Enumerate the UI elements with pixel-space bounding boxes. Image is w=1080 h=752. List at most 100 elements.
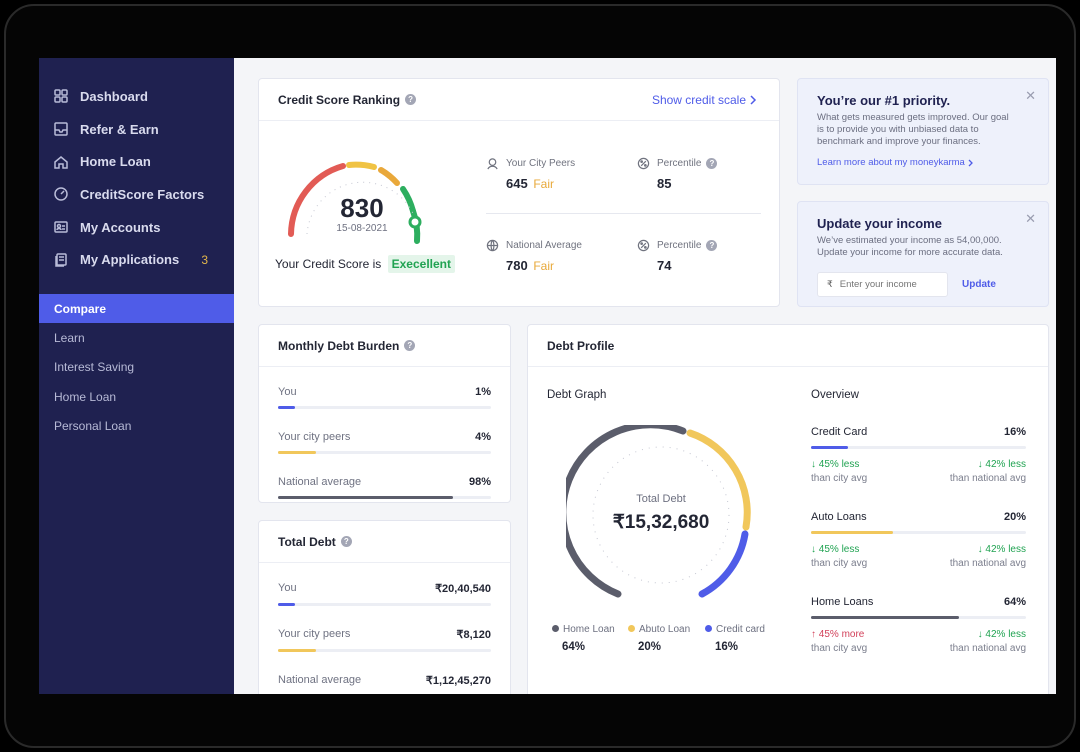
- priority-title: You’re our #1 priority.: [817, 93, 951, 108]
- id-card-icon: [53, 219, 69, 235]
- sidebar-sub-nav: Compare Learn Interest Saving Home Loan …: [39, 294, 234, 441]
- national-comparison-sub: than national avg: [949, 558, 1026, 569]
- learn-more-link[interactable]: Learn more about my moneykarma: [817, 157, 1048, 168]
- sidebar-item-creditscore-factors[interactable]: CreditScore Factors: [39, 178, 234, 211]
- city-comparison: 45% less: [818, 459, 860, 470]
- sidebar-item-my-applications[interactable]: My Applications 3: [39, 243, 234, 276]
- help-icon[interactable]: ?: [706, 158, 718, 169]
- city-peers-stat: Your City Peers 645 Fair: [486, 157, 575, 191]
- help-icon[interactable]: ?: [404, 340, 416, 351]
- rupee-icon: ₹: [827, 279, 833, 289]
- documents-icon: [53, 252, 69, 268]
- debt-profile-card: Debt Profile Debt Graph Total Debt ₹15,3…: [527, 324, 1049, 694]
- legend-percent: 64%: [562, 641, 586, 653]
- national-percentile-stat: Percentile? 74: [637, 239, 718, 273]
- help-icon[interactable]: ?: [405, 94, 417, 105]
- update-income-button[interactable]: Update: [962, 279, 996, 290]
- sidebar-item-learn[interactable]: Learn: [54, 331, 85, 346]
- sidebar-item-compare[interactable]: Compare: [39, 294, 234, 324]
- priority-card: ✕ You’re our #1 priority. What gets meas…: [797, 78, 1049, 185]
- sidebar-item-my-accounts[interactable]: My Accounts: [39, 211, 234, 244]
- sidebar-item-personal-loan[interactable]: Personal Loan: [54, 419, 132, 434]
- stat-label: Percentile: [657, 158, 702, 169]
- progress-fill: [278, 496, 453, 499]
- monthly-debt-burden-card: Monthly Debt Burden ? You 1% Your city pee…: [258, 324, 511, 503]
- sidebar-item-label: Home Loan: [80, 154, 151, 170]
- row-value: ₹8,120: [456, 629, 491, 641]
- stat-divider: [486, 213, 761, 214]
- percentile-icon: [637, 239, 650, 252]
- link-label: Learn more about my moneykarma: [817, 157, 965, 168]
- chevron-right-icon: [968, 159, 973, 166]
- city-comparison-sub: than city avg: [811, 558, 868, 569]
- help-icon[interactable]: ?: [706, 240, 718, 251]
- national-comparison: 42% less: [985, 544, 1026, 555]
- sidebar-item-refer-earn[interactable]: Refer & Earn: [39, 113, 234, 146]
- donut-segment-auto-loan: [686, 429, 751, 531]
- sidebar-item-home-loan-sub[interactable]: Home Loan: [54, 389, 117, 404]
- sidebar-item-label: My Applications: [80, 252, 180, 268]
- total-row: You ₹20,40,540: [259, 582, 510, 606]
- close-icon[interactable]: ✕: [1025, 88, 1036, 103]
- national-average-stat: National Average 780 Fair: [486, 239, 582, 273]
- row-value: ₹1,12,45,270: [425, 675, 491, 687]
- progress-track: [811, 531, 1026, 534]
- row-value: ₹20,40,540: [435, 583, 491, 595]
- progress-fill: [811, 531, 893, 534]
- monthly-row: You 1%: [259, 386, 510, 409]
- close-icon[interactable]: ✕: [1025, 211, 1036, 226]
- row-label: You: [278, 386, 297, 398]
- donut-segment-home-loan: [566, 425, 687, 598]
- total-row: Your city peers ₹8,120: [259, 628, 510, 652]
- overview-label: Auto Loans: [811, 511, 867, 523]
- row-label: You: [278, 582, 297, 594]
- caption-text: Your Credit Score is: [275, 257, 382, 271]
- legend-dot: [705, 625, 712, 632]
- legend-auto-loan: Abuto Loan 20%: [628, 624, 690, 653]
- arrow-down-icon: ↓: [977, 459, 983, 470]
- show-credit-scale-link[interactable]: Show credit scale: [652, 93, 760, 107]
- gauge-arc: [288, 161, 422, 244]
- row-label: National average: [278, 674, 362, 686]
- priority-text: What gets measured gets improved. Our go…: [817, 112, 1009, 147]
- percentile-icon: [637, 157, 650, 170]
- sidebar-item-interest-saving[interactable]: Interest Saving: [54, 360, 135, 375]
- card-header: Monthly Debt Burden ?: [259, 325, 510, 367]
- credit-score-card: Credit Score Ranking ? Show credit scale…: [258, 78, 780, 307]
- income-input[interactable]: [839, 279, 940, 290]
- sidebar-main-nav: Dashboard Refer & Earn Home Loan CreditS…: [39, 58, 234, 276]
- total-row: National average ₹1,12,45,270: [259, 674, 510, 694]
- debt-graph-label: Debt Graph: [547, 389, 607, 401]
- national-comparison: 42% less: [985, 459, 1026, 470]
- card-title: Debt Profile: [547, 338, 615, 353]
- income-field[interactable]: ₹: [817, 272, 948, 297]
- stat-label: Percentile: [657, 240, 702, 251]
- row-label: National average: [278, 476, 362, 488]
- legend-credit-card: Credit card 16%: [705, 624, 765, 653]
- overview-value: 16%: [1003, 426, 1026, 438]
- monthly-bars: You 1% Your city peers 4% National average 98…: [259, 386, 510, 499]
- legend-percent: 16%: [715, 641, 739, 653]
- sidebar-item-dashboard[interactable]: Dashboard: [39, 80, 234, 113]
- help-icon[interactable]: ?: [340, 536, 352, 547]
- update-income-card: ✕ Update your income We’ve estimated you…: [797, 201, 1049, 307]
- row-value: 1%: [475, 386, 491, 398]
- applications-count-badge: 3: [201, 252, 208, 267]
- legend-label: Home Loan: [563, 624, 615, 635]
- credit-score-date: 15-08-2021: [336, 223, 388, 234]
- total-debt-card: Total Debt ? You ₹20,40,540 Your city peer…: [258, 520, 511, 694]
- legend-label: Credit card: [716, 624, 765, 635]
- city-comparison-sub: than city avg: [811, 643, 868, 654]
- overview-value: 64%: [1003, 596, 1026, 608]
- sidebar-item-home-loan[interactable]: Home Loan: [39, 145, 234, 178]
- progress-track: [278, 496, 491, 499]
- gift-icon: [53, 121, 69, 137]
- app-screen: Dashboard Refer & Earn Home Loan CreditS…: [39, 58, 1056, 694]
- globe-icon: [486, 239, 499, 252]
- rating-badge: Execellent: [387, 255, 455, 273]
- donut-segment-credit-card: [698, 530, 749, 598]
- stat-value: 74: [657, 258, 672, 273]
- legend-label: Abuto Loan: [639, 624, 691, 635]
- income-form: ₹ Update: [817, 272, 1048, 297]
- income-title: Update your income: [817, 216, 942, 231]
